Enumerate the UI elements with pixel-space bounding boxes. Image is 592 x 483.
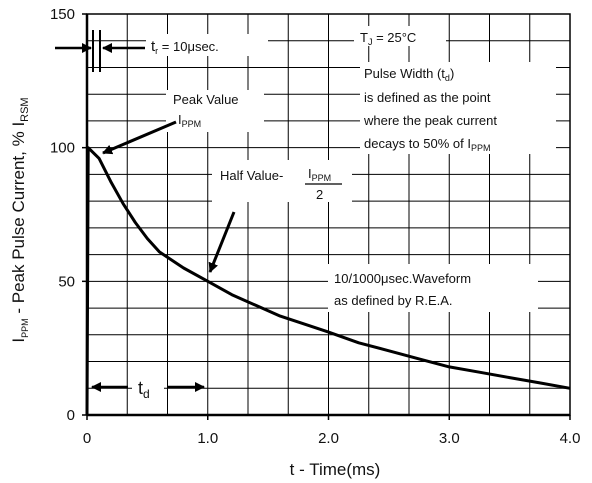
x-tick-label: 2.0 (318, 430, 339, 447)
pulse-width-line1: Pulse Width (td) (364, 66, 454, 83)
y-tick-label: 100 (50, 140, 75, 157)
x-tick-label: 1.0 (197, 430, 218, 447)
tr-label: tr = 10μsec. (151, 38, 219, 56)
waveform-line1: 10/1000μsec.Waveform (334, 271, 471, 286)
y-tick-labels: 0 50 100 150 (50, 6, 87, 424)
half-value-label-bg (212, 160, 352, 202)
pulse-width-line3: where the peak current (363, 113, 497, 128)
peak-value-arrow (102, 120, 177, 155)
x-tick-label: 3.0 (439, 430, 460, 447)
series (85, 146, 571, 416)
pulse-width-line4: decays to 50% of IPPM (364, 136, 490, 153)
pulse-width-line2: is defined as the point (364, 90, 491, 105)
waveform-line2: as defined by R.E.A. (334, 293, 453, 308)
x-axis-label: t - Time(ms) (290, 460, 381, 479)
pulse-width-note-bg (360, 62, 556, 154)
x-tick-label: 0 (83, 430, 91, 447)
x-tick-labels: 0 1.0 2.0 3.0 4.0 (83, 415, 581, 447)
y-axis-label: IPPM - Peak Pulse Current, % IRSM (9, 97, 31, 342)
peak-value-label-bg (166, 90, 264, 132)
td-label-bg (132, 374, 164, 402)
y-tick-label: 0 (67, 407, 75, 424)
half-value-numerator: IPPM (308, 166, 331, 183)
peak-value-ippm: IPPM (178, 112, 201, 129)
half-value-denominator: 2 (316, 187, 323, 202)
y-tick-label: 150 (50, 6, 75, 23)
half-value-arrow (208, 211, 236, 273)
peak-value-label: Peak Value (173, 92, 239, 107)
tj-label-bg (354, 26, 446, 46)
series-line (85, 146, 571, 416)
tr-label-bg (146, 34, 268, 56)
half-value-label: Half Value- (220, 168, 283, 183)
waveform-note-bg (328, 264, 538, 312)
tj-label: TJ = 25°C (360, 30, 416, 47)
td-label: td (138, 378, 150, 401)
x-tick-label: 4.0 (560, 430, 581, 447)
y-tick-label: 50 (58, 273, 75, 290)
